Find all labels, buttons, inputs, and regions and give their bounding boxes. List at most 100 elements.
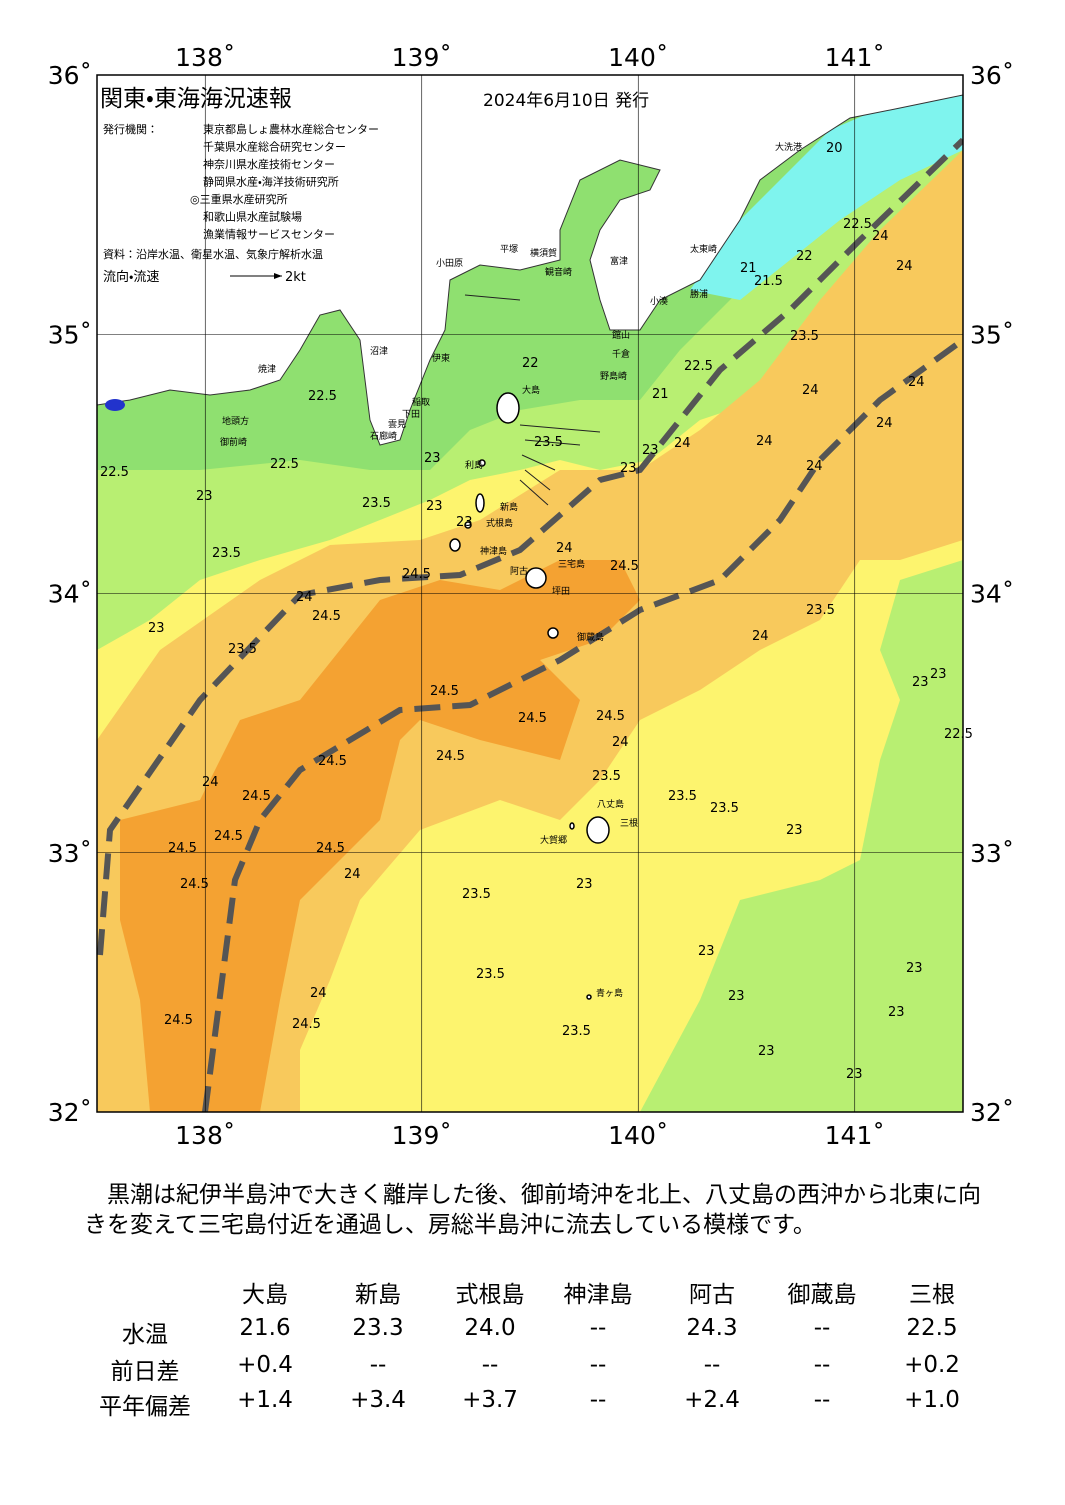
table-cell: --: [703, 1352, 721, 1378]
contour-label: 21.5: [754, 274, 783, 289]
table-cell: +2.4: [684, 1387, 740, 1413]
contour-label: 24.5: [164, 1013, 193, 1028]
place-name: 横須賀: [530, 247, 557, 259]
contour-label: 23: [930, 667, 947, 682]
row-label: 平年偏差: [99, 1394, 191, 1420]
place-name: 伊東: [432, 352, 450, 364]
contour-label: 21: [652, 387, 669, 402]
place-name: 式根島: [486, 517, 513, 529]
contour-label: 24.5: [430, 684, 459, 699]
place-name: 野島崎: [600, 370, 627, 382]
column-header: 三根: [909, 1282, 955, 1308]
place-name: 大賀郷: [540, 834, 567, 846]
lon-tick-label: 138˚: [175, 1121, 235, 1150]
row-label: 水温: [122, 1322, 168, 1348]
place-name: 石廊崎: [370, 430, 397, 442]
map-title: 関東・東海海況速報: [100, 86, 292, 112]
place-name: 館山: [612, 329, 630, 341]
contour-label: 24: [296, 590, 313, 605]
contour-label: 24.5: [518, 711, 547, 726]
table-cell: 24.3: [686, 1315, 738, 1341]
contour-label: 22.5: [100, 465, 129, 480]
lat-tick-label: 35˚: [970, 320, 1014, 349]
contour-label: 22.5: [270, 457, 299, 472]
contour-label: 22: [522, 356, 539, 371]
table-cell: --: [589, 1387, 607, 1413]
table-cell: +1.4: [237, 1387, 293, 1413]
lat-tick-label: 36˚: [48, 61, 92, 90]
publisher: 千葉県水産総合研究センター: [203, 140, 346, 154]
contour-label: 24.5: [312, 609, 341, 624]
column-header: 御蔵島: [787, 1282, 857, 1308]
lon-tick-label: 140˚: [608, 1121, 668, 1150]
place-name: 御蔵島: [577, 631, 604, 643]
contour-label: 23.5: [562, 1024, 591, 1039]
contour-label: 23.5: [362, 496, 391, 511]
table-cell: 23.3: [352, 1315, 404, 1341]
place-name: 下田: [402, 409, 420, 420]
place-name: 稲取: [412, 396, 430, 408]
contour-label: 24.5: [168, 841, 197, 856]
kuroshio-axis: [97, 137, 963, 1112]
place-name: 沼津: [370, 346, 388, 357]
publisher: ◎三重県水産研究所: [190, 192, 288, 206]
table-cell: +1.0: [904, 1387, 960, 1413]
zone-east-green: [640, 560, 963, 1112]
contour-label: 20: [826, 141, 843, 156]
place-name: 坪田: [552, 586, 570, 597]
row-label: 前日差: [110, 1359, 180, 1385]
contour-label: 22.5: [308, 389, 337, 404]
lake: [105, 399, 125, 411]
place-name: 利島: [465, 459, 483, 471]
contour-label: 23.5: [592, 769, 621, 784]
lon-tick-label: 141˚: [825, 1121, 885, 1150]
contour-label: 23: [906, 961, 923, 976]
table-cell: +3.7: [462, 1387, 518, 1413]
contour-label: 23.5: [790, 329, 819, 344]
contour-label: 24: [872, 229, 889, 244]
lat-tick-label: 32˚: [970, 1098, 1014, 1127]
contour-label: 24.5: [436, 749, 465, 764]
contour-label: 23.5: [534, 435, 563, 450]
legend-arrowhead: [274, 273, 282, 279]
lon-tick-label: 141˚: [825, 43, 885, 72]
contour-label: 22.5: [843, 217, 872, 232]
contour-label: 24: [908, 375, 925, 390]
place-name: 小湊: [650, 295, 668, 307]
publisher: 漁業情報サービスセンター: [203, 227, 335, 241]
place-name: 太東崎: [690, 243, 717, 255]
lat-tick-label: 33˚: [48, 839, 92, 868]
place-name: 三宅島: [558, 558, 585, 570]
column-header: 大島: [242, 1282, 288, 1308]
column-header: 阿古: [689, 1282, 735, 1308]
contour-label: 24.5: [292, 1017, 321, 1032]
publisher: 東京都島しょ農林水産総合センター: [203, 122, 379, 136]
place-name: 富津: [610, 255, 628, 267]
contour-label: 22: [796, 249, 813, 264]
contour-label: 23: [642, 443, 659, 458]
table-cell: --: [813, 1315, 831, 1341]
contour-label: 24.5: [402, 567, 431, 582]
contour-label: 23: [620, 461, 637, 476]
table-cell: 21.6: [239, 1315, 291, 1341]
place-name: 御前崎: [220, 436, 247, 448]
table-cell: --: [481, 1352, 499, 1378]
contour-label: 24.5: [316, 841, 345, 856]
place-name: 八丈島: [597, 798, 624, 810]
contour-label: 23: [786, 823, 803, 838]
table-cell: --: [813, 1352, 831, 1378]
contour-label: 24.5: [596, 709, 625, 724]
table-cell: 24.0: [464, 1315, 516, 1341]
zone-cyan: [690, 92, 963, 300]
table-cell: --: [369, 1352, 387, 1378]
lat-tick-label: 32˚: [48, 1098, 92, 1127]
lon-tick-label: 140˚: [608, 43, 668, 72]
land: [97, 75, 963, 446]
contour-label: 21: [740, 261, 757, 276]
contour-label: 23.5: [806, 603, 835, 618]
contour-label: 24.5: [214, 829, 243, 844]
contour-label: 24: [876, 416, 893, 431]
table-cell: +0.4: [237, 1352, 293, 1378]
lat-tick-label: 35˚: [48, 320, 92, 349]
